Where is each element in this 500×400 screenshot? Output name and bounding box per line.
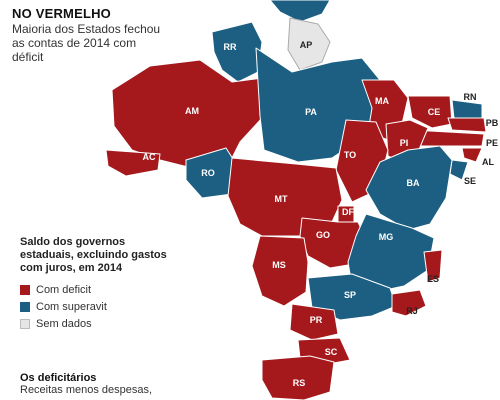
footer-text: Receitas menos despesas, xyxy=(20,384,153,396)
state-label-df: DF xyxy=(342,207,354,217)
state-am xyxy=(111,59,263,171)
state-ap xyxy=(287,17,331,71)
state-rs xyxy=(261,355,335,400)
state-label-go: GO xyxy=(316,230,330,240)
map-subtitle: Maioria dos Estados fechou as contas de … xyxy=(12,22,161,64)
state-rj xyxy=(391,289,427,317)
state-ac xyxy=(105,149,161,177)
state-label-pi: PI xyxy=(400,138,409,148)
state-ms xyxy=(251,235,309,307)
state-label-sc: SC xyxy=(325,347,338,357)
legend-item-deficit: Com deficit xyxy=(20,281,180,298)
legend-item-nodata: Sem dados xyxy=(20,315,180,332)
legend-label-deficit: Com deficit xyxy=(36,283,92,296)
state-rr xyxy=(211,21,263,83)
state-label-rs: RS xyxy=(293,378,306,388)
state-pb xyxy=(447,117,487,133)
state-rn xyxy=(451,99,483,119)
state-label-ms: MS xyxy=(272,260,286,270)
state-label-pe: PE xyxy=(486,138,498,148)
state-label-rn: RN xyxy=(464,92,477,102)
legend-label-surplus: Com superavit xyxy=(36,300,107,313)
state-es xyxy=(423,249,443,283)
state-label-ma: MA xyxy=(375,96,389,106)
map-edge-shape xyxy=(269,0,331,23)
legend-title: Saldo dos governos estaduais, excluindo … xyxy=(20,236,167,274)
legend-swatch-nodata xyxy=(20,318,30,329)
state-label-pr: PR xyxy=(310,315,323,325)
state-label-ba: BA xyxy=(407,178,420,188)
state-label-mg: MG xyxy=(379,232,394,242)
legend-item-surplus: Com superavit xyxy=(20,298,180,315)
legend: Saldo dos governos estaduais, excluindo … xyxy=(20,236,180,332)
state-label-se: SE xyxy=(464,176,476,186)
state-label-pb: PB xyxy=(486,118,499,128)
state-label-es: ES xyxy=(427,274,439,284)
state-label-mt: MT xyxy=(275,194,288,204)
state-label-ac: AC xyxy=(143,152,156,162)
legend-label-nodata: Sem dados xyxy=(36,317,92,330)
legend-items: Com deficit Com superavit Sem dados xyxy=(20,281,180,332)
state-label-ap: AP xyxy=(300,40,313,50)
state-label-pa: PA xyxy=(305,107,317,117)
legend-swatch-deficit xyxy=(20,284,30,295)
state-label-ce: CE xyxy=(428,107,441,117)
map-title: NO VERMELHO xyxy=(12,6,111,21)
state-pr xyxy=(289,303,339,341)
state-al xyxy=(461,147,483,163)
state-label-rr: RR xyxy=(224,42,237,52)
state-label-rj: RJ xyxy=(406,306,418,316)
footer-title: Os deficitários xyxy=(20,372,97,384)
footer-note: Os deficitários Receitas menos despesas, xyxy=(20,372,152,396)
state-ce xyxy=(407,95,453,129)
legend-swatch-surplus xyxy=(20,301,30,312)
state-label-to: TO xyxy=(344,150,356,160)
state-label-ro: RO xyxy=(201,168,215,178)
state-label-am: AM xyxy=(185,106,199,116)
state-label-sp: SP xyxy=(344,290,356,300)
state-ba xyxy=(365,145,453,231)
state-label-al: AL xyxy=(482,157,494,167)
